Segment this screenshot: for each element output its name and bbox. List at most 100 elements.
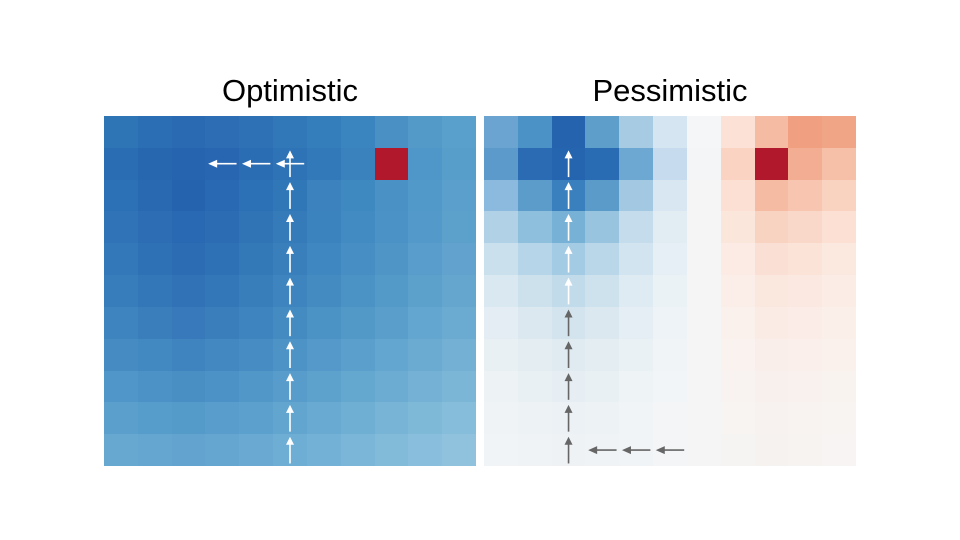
pessimistic-grid-cell	[754, 179, 789, 212]
optimistic-grid-cell	[408, 179, 443, 212]
pessimistic-grid-cell	[551, 306, 586, 339]
optimistic-grid-cell	[171, 306, 206, 339]
optimistic-grid-cell	[239, 243, 274, 276]
optimistic-grid-cell	[306, 402, 341, 435]
pessimistic-grid-cell	[653, 275, 687, 307]
pessimistic-grid-cell	[619, 116, 654, 148]
pessimistic-grid-cell	[788, 370, 823, 403]
pessimistic-grid-cell	[754, 116, 789, 148]
optimistic-grid-cell	[239, 434, 274, 466]
pessimistic-grid-cell	[720, 179, 755, 212]
pessimistic-grid-cell	[686, 211, 721, 244]
optimistic-grid-cell	[306, 243, 341, 276]
pessimistic-grid-cell	[686, 338, 721, 371]
optimistic-grid-cell	[442, 147, 476, 180]
pessimistic-grid-cell	[517, 434, 552, 466]
pessimistic-grid-cell	[551, 243, 586, 276]
pessimistic-grid-cell	[686, 116, 721, 148]
optimistic-grid-cell	[374, 275, 409, 307]
optimistic-grid-cell	[442, 211, 476, 244]
pessimistic-grid-cell	[585, 275, 620, 307]
pessimistic-grid-cell	[653, 116, 687, 148]
optimistic-grid-cell	[171, 370, 206, 403]
pessimistic-grid-cell	[788, 243, 823, 276]
optimistic-grid-cell	[205, 306, 240, 339]
pessimistic-grid-cell	[754, 370, 789, 403]
pessimistic-grid-cell	[484, 402, 518, 435]
optimistic-grid-cell	[137, 370, 172, 403]
pessimistic-grid-cell	[788, 434, 823, 466]
pessimistic-grid-cell	[619, 306, 654, 339]
optimistic-grid-cell	[340, 116, 375, 148]
optimistic-grid-cell	[442, 306, 476, 339]
pessimistic-grid-cell	[788, 275, 823, 307]
optimistic-grid-cell	[171, 275, 206, 307]
pessimistic-grid-cell	[551, 179, 586, 212]
optimistic-grid-cell	[306, 211, 341, 244]
pessimistic-grid-cell	[653, 243, 687, 276]
optimistic-grid-cell	[239, 338, 274, 371]
optimistic-grid-cell	[205, 434, 240, 466]
optimistic-grid-cell	[205, 370, 240, 403]
optimistic-grid-cell	[239, 370, 274, 403]
optimistic-grid-cell	[408, 243, 443, 276]
optimistic-grid-cell	[340, 211, 375, 244]
optimistic-grid-cell	[104, 275, 138, 307]
pessimistic-grid-cell	[720, 116, 755, 148]
optimistic-grid-cell	[171, 243, 206, 276]
pessimistic-grid-cell	[788, 402, 823, 435]
optimistic-grid-cell	[374, 116, 409, 148]
pessimistic-grid-cell	[754, 211, 789, 244]
optimistic-grid-cell	[442, 370, 476, 403]
optimistic-grid-cell	[374, 370, 409, 403]
pessimistic-grid-cell	[653, 402, 687, 435]
pessimistic-grid-cell	[484, 211, 518, 244]
optimistic-grid-cell	[442, 116, 476, 148]
optimistic-grid-cell	[171, 147, 206, 180]
optimistic-grid-cell	[205, 179, 240, 212]
optimistic-grid-cell	[205, 402, 240, 435]
optimistic-grid-cell	[171, 402, 206, 435]
optimistic-grid-cell	[306, 338, 341, 371]
optimistic-grid-cell	[408, 434, 443, 466]
optimistic-grid-cell	[306, 370, 341, 403]
pessimistic-grid-cell	[788, 116, 823, 148]
pessimistic-grid-cell	[754, 275, 789, 307]
optimistic-grid-cell	[442, 402, 476, 435]
optimistic-grid-cell	[171, 116, 206, 148]
pessimistic-grid-cell	[517, 338, 552, 371]
optimistic-grid-cell	[239, 179, 274, 212]
optimistic-grid-cell	[306, 179, 341, 212]
optimistic-grid-cell	[374, 179, 409, 212]
pessimistic-grid-cell	[822, 211, 856, 244]
pessimistic-grid-cell	[517, 370, 552, 403]
pessimistic-grid-cell	[653, 434, 687, 466]
pessimistic-grid-cell	[517, 275, 552, 307]
pessimistic-grid-cell	[720, 402, 755, 435]
pessimistic-grid-cell	[754, 402, 789, 435]
pessimistic-grid-cell	[517, 147, 552, 180]
pessimistic-grid-cell	[585, 147, 620, 180]
optimistic-grid-cell	[408, 275, 443, 307]
optimistic-grid-cell	[306, 306, 341, 339]
pessimistic-grid-cell	[822, 338, 856, 371]
optimistic-grid-cell	[137, 306, 172, 339]
optimistic-grid-cell	[239, 147, 274, 180]
optimistic-grid-cell	[340, 370, 375, 403]
pessimistic-grid-cell	[822, 306, 856, 339]
optimistic-grid-cell	[137, 338, 172, 371]
optimistic-grid-cell	[306, 434, 341, 466]
pessimistic-grid-cell	[517, 402, 552, 435]
pessimistic-grid-cell	[720, 434, 755, 466]
optimistic-grid-cell	[239, 116, 274, 148]
pessimistic-grid-cell	[720, 243, 755, 276]
optimistic-grid-cell	[408, 402, 443, 435]
optimistic-grid-cell	[239, 306, 274, 339]
pessimistic-grid-cell	[754, 338, 789, 371]
optimistic-grid-cell	[239, 211, 274, 244]
optimistic-grid-cell	[306, 147, 341, 180]
optimistic-grid-cell	[205, 338, 240, 371]
pessimistic-grid-cell	[788, 338, 823, 371]
pessimistic-grid-cell	[686, 434, 721, 466]
optimistic-grid-cell	[408, 116, 443, 148]
